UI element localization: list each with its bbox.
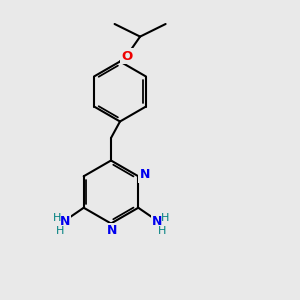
- Text: N: N: [60, 215, 70, 228]
- Text: H: H: [158, 226, 166, 236]
- Text: N: N: [152, 215, 162, 228]
- Text: N: N: [140, 168, 150, 181]
- Text: H: H: [161, 213, 170, 223]
- Text: O: O: [121, 50, 132, 63]
- Text: H: H: [56, 226, 64, 236]
- Text: H: H: [52, 213, 61, 223]
- Text: N: N: [106, 224, 117, 238]
